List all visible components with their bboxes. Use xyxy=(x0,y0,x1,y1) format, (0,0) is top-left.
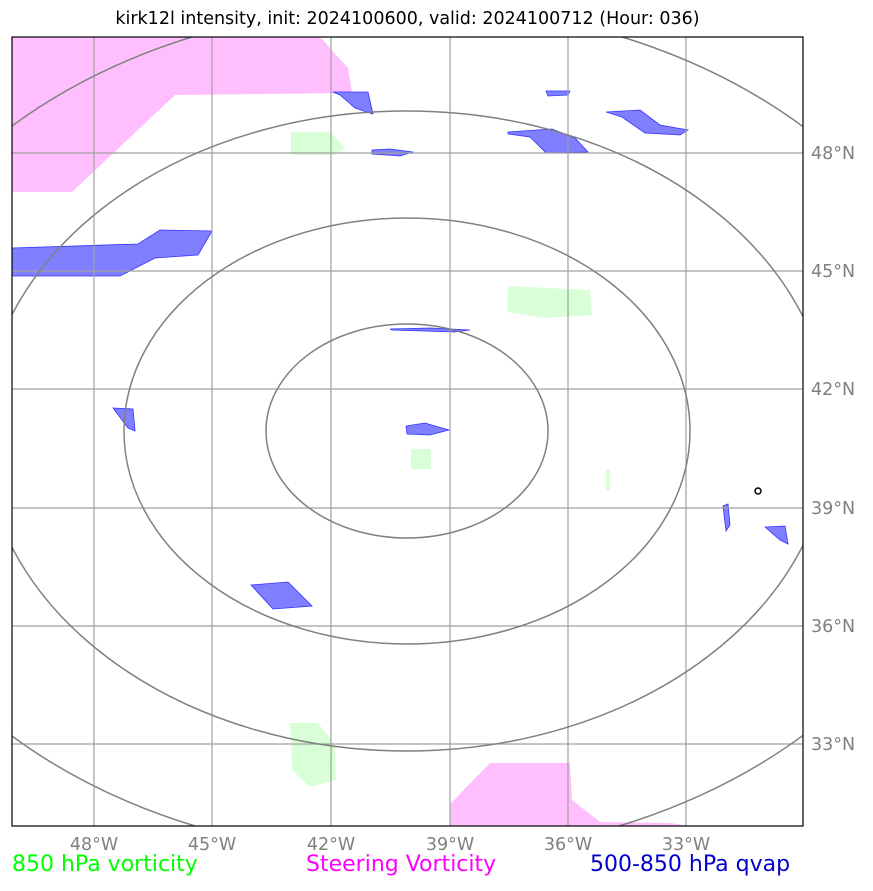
graticule xyxy=(12,37,803,826)
lat-label: 42°N xyxy=(811,380,855,400)
lon-label: 48°W xyxy=(70,835,118,855)
lon-label: 33°W xyxy=(662,835,710,855)
latitude-labels: 48°N 45°N 42°N 39°N 36°N 33°N xyxy=(811,144,855,755)
lon-label: 42°W xyxy=(307,835,355,855)
intensity-contour xyxy=(754,487,762,495)
legend-steering-vorticity: Steering Vorticity xyxy=(306,852,497,877)
lon-label: 39°W xyxy=(426,835,474,855)
qvap-fills xyxy=(12,90,789,610)
lon-label: 36°W xyxy=(544,835,592,855)
lat-label: 36°N xyxy=(811,617,855,637)
legend-850-vorticity: 850 hPa vorticity xyxy=(12,852,198,877)
map-frame xyxy=(11,36,804,827)
longitude-labels: 48°W 45°W 42°W 39°W 36°W 33°W xyxy=(70,835,710,855)
map-title: kirk12l intensity, init: 2024100600, val… xyxy=(115,9,700,29)
lat-label: 48°N xyxy=(811,144,855,164)
legend-qvap: 500-850 hPa qvap xyxy=(590,852,791,877)
lat-label: 39°N xyxy=(811,499,855,519)
lon-label: 45°W xyxy=(188,835,236,855)
range-rings xyxy=(12,37,803,826)
lat-label: 45°N xyxy=(811,262,855,282)
lat-label: 33°N xyxy=(811,735,855,755)
